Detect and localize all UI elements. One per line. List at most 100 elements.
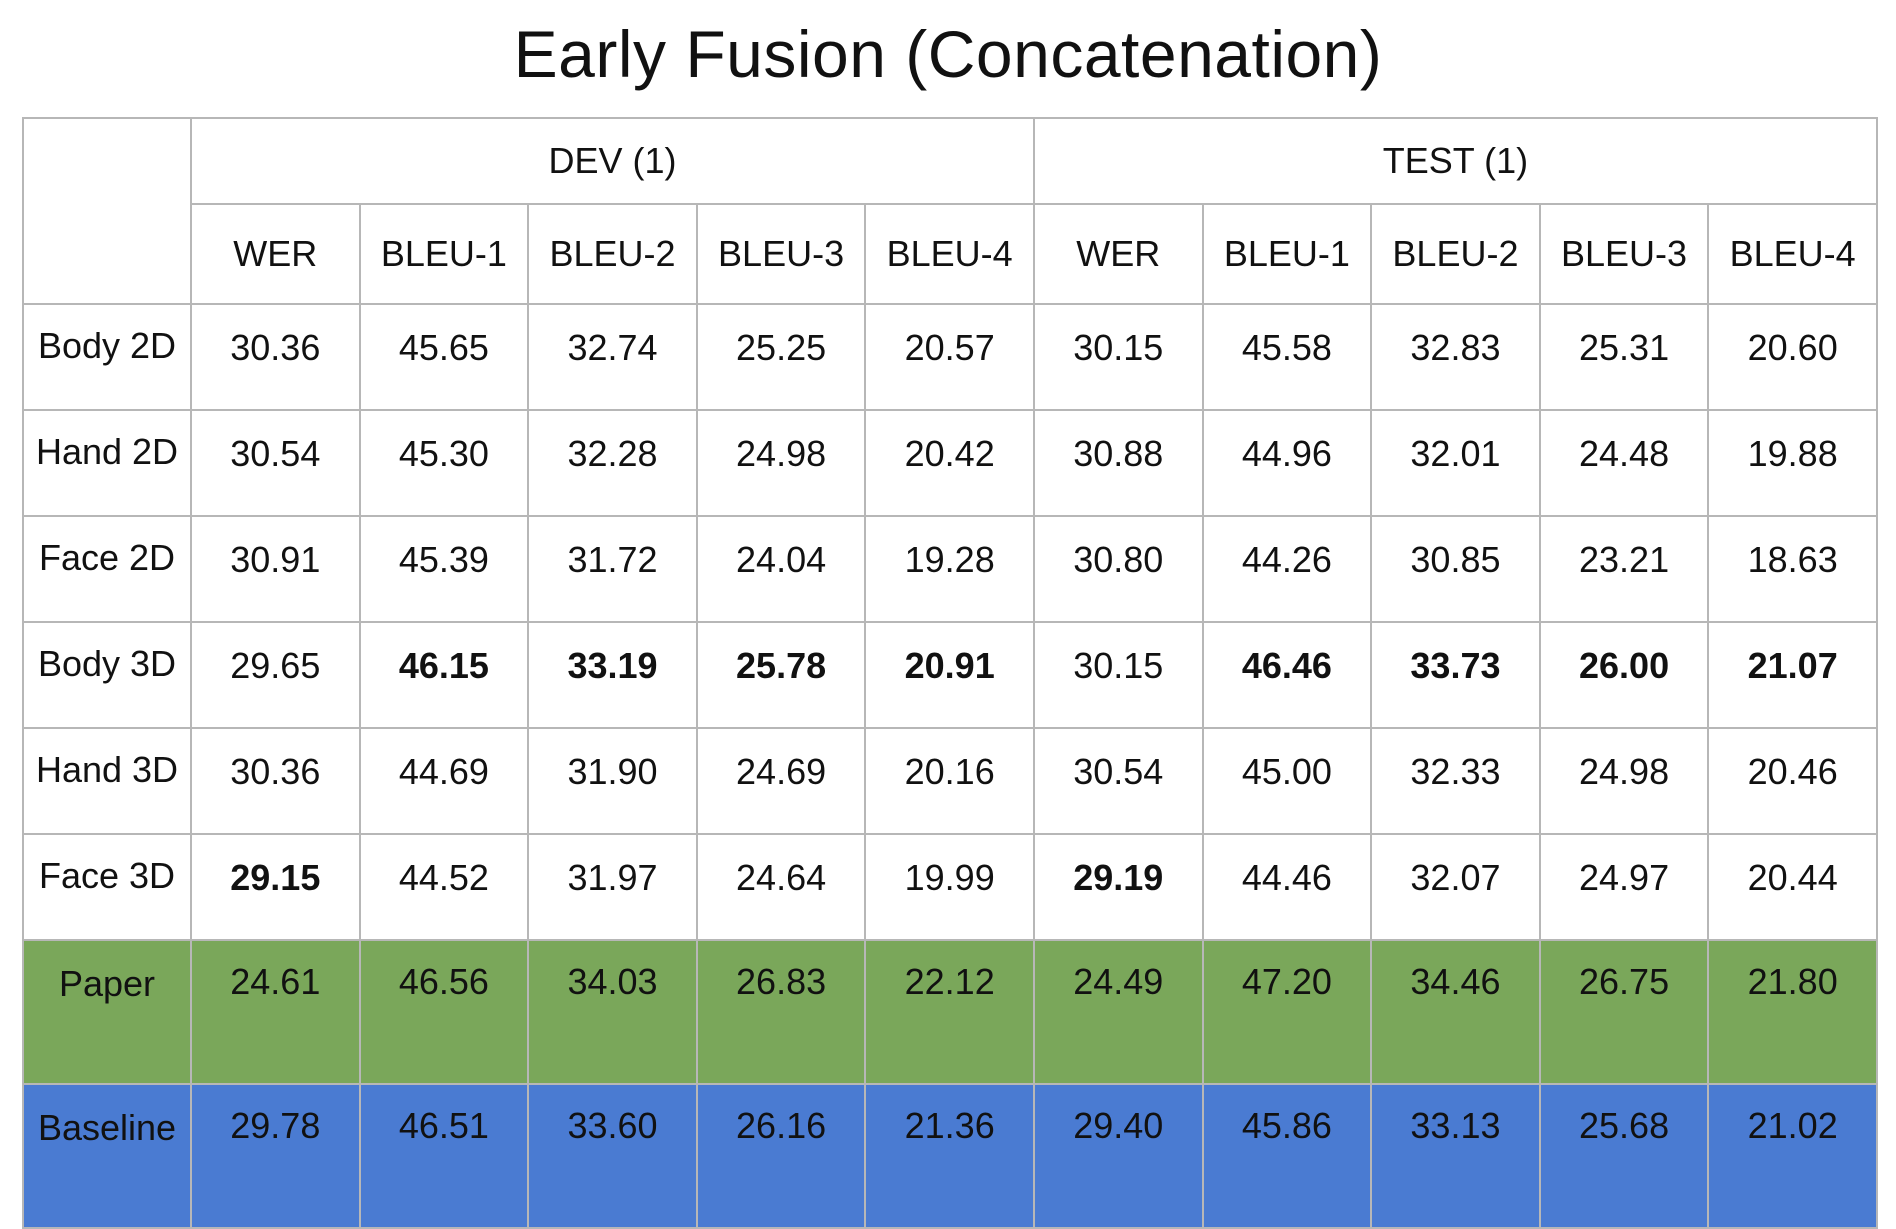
value-cell: 31.72 xyxy=(527,515,698,623)
value-cell: 44.46 xyxy=(1201,833,1373,941)
value-cell: 32.07 xyxy=(1370,833,1541,941)
group-header-row: DEV (1) TEST (1) xyxy=(22,117,1879,305)
value-cell: 46.46 xyxy=(1201,621,1373,729)
value-cell: 33.60 xyxy=(527,1083,698,1229)
value-cell: 30.80 xyxy=(1032,515,1204,623)
value-cell: 25.78 xyxy=(695,621,867,729)
value-cell: 23.21 xyxy=(1538,515,1710,623)
corner-cell xyxy=(22,117,192,305)
table-row: Face 3D 29.15 44.52 31.97 24.64 19.99 29.19 44.… xyxy=(22,833,1878,941)
value-cell: 20.60 xyxy=(1707,303,1878,411)
value-cell: 22.12 xyxy=(864,939,1035,1085)
metric-header: BLEU-1 xyxy=(1201,203,1373,305)
value-cell: 19.28 xyxy=(864,515,1035,623)
value-cell: 30.36 xyxy=(190,303,361,411)
row-label: Body 2D xyxy=(22,303,192,411)
metric-header: WER xyxy=(190,203,361,305)
value-cell: 24.04 xyxy=(695,515,867,623)
value-cell: 46.56 xyxy=(358,939,530,1085)
value-cell: 29.19 xyxy=(1032,833,1204,941)
value-cell: 20.57 xyxy=(864,303,1035,411)
value-cell: 20.91 xyxy=(864,621,1035,729)
value-cell: 32.83 xyxy=(1370,303,1541,411)
value-cell: 24.48 xyxy=(1538,409,1710,517)
data-rows: Body 2D 30.36 45.65 32.74 25.25 20.57 30.15 45.… xyxy=(22,303,1878,1229)
value-cell: 18.63 xyxy=(1707,515,1878,623)
value-cell: 24.61 xyxy=(190,939,361,1085)
value-cell: 20.16 xyxy=(864,727,1035,835)
metric-header: BLEU-2 xyxy=(1370,203,1541,305)
value-cell: 25.25 xyxy=(695,303,867,411)
value-cell: 44.26 xyxy=(1201,515,1373,623)
value-cell: 24.97 xyxy=(1538,833,1710,941)
value-cell: 20.46 xyxy=(1707,727,1878,835)
value-cell: 44.69 xyxy=(358,727,530,835)
table-row: Hand 3D 30.36 44.69 31.90 24.69 20.16 30.54 45.… xyxy=(22,727,1878,835)
value-cell: 34.03 xyxy=(527,939,698,1085)
value-cell: 24.49 xyxy=(1032,939,1204,1085)
value-cell: 33.73 xyxy=(1370,621,1541,729)
results-table: DEV (1) TEST (1) WER BLEU-1 BLEU-2 BLEU-… xyxy=(22,117,1879,1229)
value-cell: 20.44 xyxy=(1707,833,1878,941)
table-row: Baseline 29.78 46.51 33.60 26.16 21.36 29.40 45… xyxy=(22,1083,1878,1229)
value-cell: 30.15 xyxy=(1032,621,1204,729)
metric-header: BLEU-4 xyxy=(1707,203,1878,305)
value-cell: 24.98 xyxy=(1538,727,1710,835)
row-label: Hand 3D xyxy=(22,727,192,835)
value-cell: 26.75 xyxy=(1538,939,1710,1085)
value-cell: 19.88 xyxy=(1707,409,1878,517)
row-label: Face 3D xyxy=(22,833,192,941)
value-cell: 44.96 xyxy=(1201,409,1373,517)
value-cell: 24.64 xyxy=(695,833,867,941)
group-header-dev: DEV (1) xyxy=(190,117,1035,205)
value-cell: 30.85 xyxy=(1370,515,1541,623)
row-label: Body 3D xyxy=(22,621,192,729)
value-cell: 21.02 xyxy=(1707,1083,1878,1229)
metric-header: BLEU-1 xyxy=(358,203,530,305)
value-cell: 45.00 xyxy=(1201,727,1373,835)
value-cell: 45.65 xyxy=(358,303,530,411)
chart-title: Early Fusion (Concatenation) xyxy=(513,17,1383,91)
table-row: Body 2D 30.36 45.65 32.74 25.25 20.57 30.15 45.… xyxy=(22,303,1878,411)
value-cell: 30.88 xyxy=(1032,409,1204,517)
metric-header: BLEU-3 xyxy=(1538,203,1710,305)
value-cell: 30.15 xyxy=(1032,303,1204,411)
metric-header: BLEU-4 xyxy=(864,203,1035,305)
value-cell: 30.91 xyxy=(190,515,361,623)
value-cell: 32.33 xyxy=(1370,727,1541,835)
value-cell: 32.28 xyxy=(527,409,698,517)
value-cell: 31.97 xyxy=(527,833,698,941)
value-cell: 26.16 xyxy=(695,1083,867,1229)
value-cell: 46.15 xyxy=(358,621,530,729)
value-cell: 20.42 xyxy=(864,409,1035,517)
value-cell: 32.01 xyxy=(1370,409,1541,517)
value-cell: 21.07 xyxy=(1707,621,1878,729)
table-row: Paper 24.61 46.56 34.03 26.83 22.12 24.49 47.20… xyxy=(22,939,1878,1085)
value-cell: 46.51 xyxy=(358,1083,530,1229)
value-cell: 47.20 xyxy=(1201,939,1373,1085)
value-cell: 45.30 xyxy=(358,409,530,517)
value-cell: 30.36 xyxy=(190,727,361,835)
value-cell: 24.69 xyxy=(695,727,867,835)
value-cell: 45.39 xyxy=(358,515,530,623)
value-cell: 44.52 xyxy=(358,833,530,941)
value-cell: 26.83 xyxy=(695,939,867,1085)
value-cell: 33.19 xyxy=(527,621,698,729)
row-label: Paper xyxy=(22,939,192,1085)
value-cell: 29.78 xyxy=(190,1083,361,1229)
value-cell: 26.00 xyxy=(1538,621,1710,729)
value-cell: 29.40 xyxy=(1032,1083,1204,1229)
value-cell: 34.46 xyxy=(1370,939,1541,1085)
value-cell: 32.74 xyxy=(527,303,698,411)
value-cell: 19.99 xyxy=(864,833,1035,941)
metric-header: BLEU-2 xyxy=(527,203,698,305)
value-cell: 31.90 xyxy=(527,727,698,835)
value-cell: 21.36 xyxy=(864,1083,1035,1229)
value-cell: 29.15 xyxy=(190,833,361,941)
row-label: Baseline xyxy=(22,1083,192,1229)
value-cell: 24.98 xyxy=(695,409,867,517)
row-label: Face 2D xyxy=(22,515,192,623)
value-cell: 25.68 xyxy=(1538,1083,1710,1229)
value-cell: 33.13 xyxy=(1370,1083,1541,1229)
value-cell: 45.58 xyxy=(1201,303,1373,411)
